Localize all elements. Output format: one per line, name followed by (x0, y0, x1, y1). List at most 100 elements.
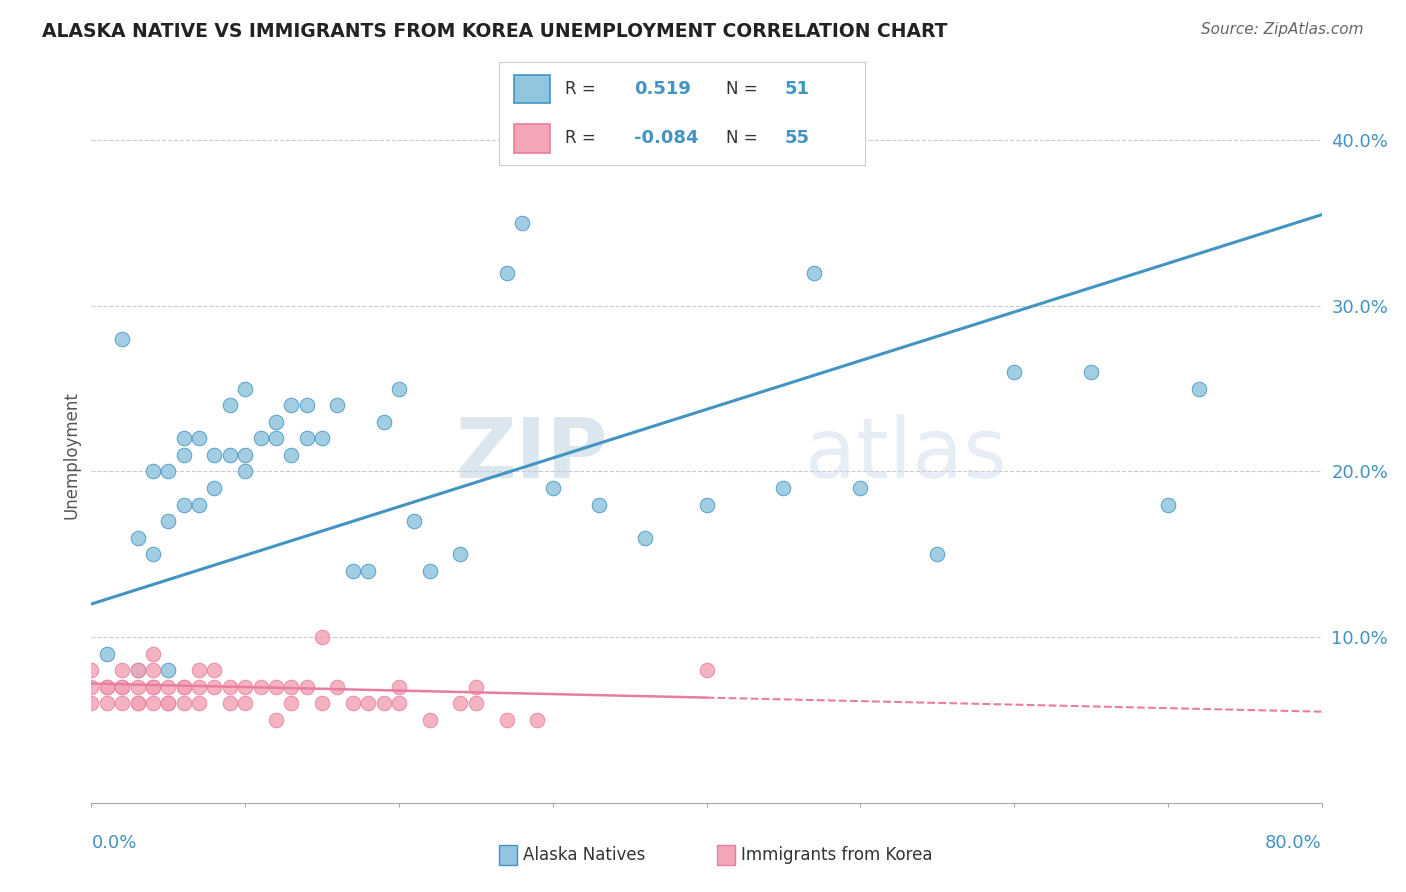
Point (157, 680, 180, 694)
Point (357, 564, 380, 578)
Point (173, 498, 195, 512)
Point (311, 431, 333, 445)
Point (464, 697, 486, 711)
Point (142, 680, 165, 694)
Point (173, 697, 195, 711)
Point (157, 697, 180, 711)
Point (772, 481, 794, 495)
Point (96, 680, 118, 694)
Point (142, 547, 165, 561)
Point (233, 680, 256, 694)
Point (233, 448, 256, 462)
Point (80, 663, 103, 677)
Point (157, 697, 180, 711)
Text: 0.0%: 0.0% (91, 834, 136, 852)
Point (111, 332, 134, 346)
Point (449, 547, 471, 561)
Point (1187, 382, 1209, 396)
Point (373, 697, 395, 711)
Point (80, 697, 103, 711)
Text: Source: ZipAtlas.com: Source: ZipAtlas.com (1201, 22, 1364, 37)
Point (696, 663, 718, 677)
FancyBboxPatch shape (513, 75, 550, 103)
Text: -0.084: -0.084 (634, 128, 699, 147)
Text: 80.0%: 80.0% (1265, 834, 1322, 852)
Point (388, 382, 411, 396)
Point (495, 713, 517, 727)
Point (188, 498, 211, 512)
Point (173, 680, 195, 694)
Point (202, 663, 225, 677)
Point (634, 531, 657, 545)
Point (927, 547, 949, 561)
Point (1157, 498, 1180, 512)
Point (249, 431, 271, 445)
Point (188, 680, 211, 694)
Point (342, 564, 364, 578)
Point (295, 680, 318, 694)
Point (142, 465, 165, 479)
Point (111, 663, 134, 677)
Point (388, 680, 411, 694)
Text: Alaska Natives: Alaska Natives (523, 846, 645, 864)
Point (127, 531, 149, 545)
Text: 51: 51 (785, 79, 810, 97)
Point (264, 415, 287, 429)
Point (111, 680, 134, 694)
Point (96, 647, 118, 661)
Point (127, 680, 149, 694)
Text: 0.519: 0.519 (634, 79, 692, 97)
Point (157, 514, 180, 528)
Point (295, 431, 318, 445)
Text: N =: N = (725, 128, 758, 147)
Point (157, 465, 180, 479)
Point (280, 680, 302, 694)
Point (218, 680, 240, 694)
Point (233, 382, 256, 396)
Text: R =: R = (565, 128, 596, 147)
Point (1002, 365, 1025, 379)
Point (80, 680, 103, 694)
Point (157, 663, 180, 677)
Text: 55: 55 (785, 128, 810, 147)
Point (111, 680, 134, 694)
Point (464, 680, 486, 694)
Point (202, 680, 225, 694)
Point (388, 697, 411, 711)
Point (419, 713, 441, 727)
Point (326, 398, 349, 412)
Point (233, 697, 256, 711)
Point (419, 564, 441, 578)
Point (127, 697, 149, 711)
Point (373, 415, 395, 429)
Point (127, 663, 149, 677)
Point (188, 697, 211, 711)
Point (127, 663, 149, 677)
Y-axis label: Unemployment: Unemployment (62, 391, 80, 519)
Point (404, 514, 426, 528)
Point (357, 697, 380, 711)
Text: atlas: atlas (804, 415, 1007, 495)
Text: Immigrants from Korea: Immigrants from Korea (741, 846, 932, 864)
Point (849, 481, 872, 495)
Point (280, 448, 302, 462)
Point (142, 663, 165, 677)
Point (218, 697, 240, 711)
Point (588, 498, 610, 512)
Point (218, 398, 240, 412)
Text: R =: R = (565, 79, 596, 97)
FancyBboxPatch shape (513, 124, 550, 153)
Point (295, 398, 318, 412)
Text: N =: N = (725, 79, 758, 97)
Point (249, 680, 271, 694)
Point (803, 266, 825, 280)
Point (218, 448, 240, 462)
Point (264, 680, 287, 694)
Point (311, 630, 333, 644)
Point (142, 680, 165, 694)
Point (510, 216, 533, 230)
Point (142, 697, 165, 711)
Point (188, 431, 211, 445)
Point (96, 697, 118, 711)
Point (1080, 365, 1102, 379)
